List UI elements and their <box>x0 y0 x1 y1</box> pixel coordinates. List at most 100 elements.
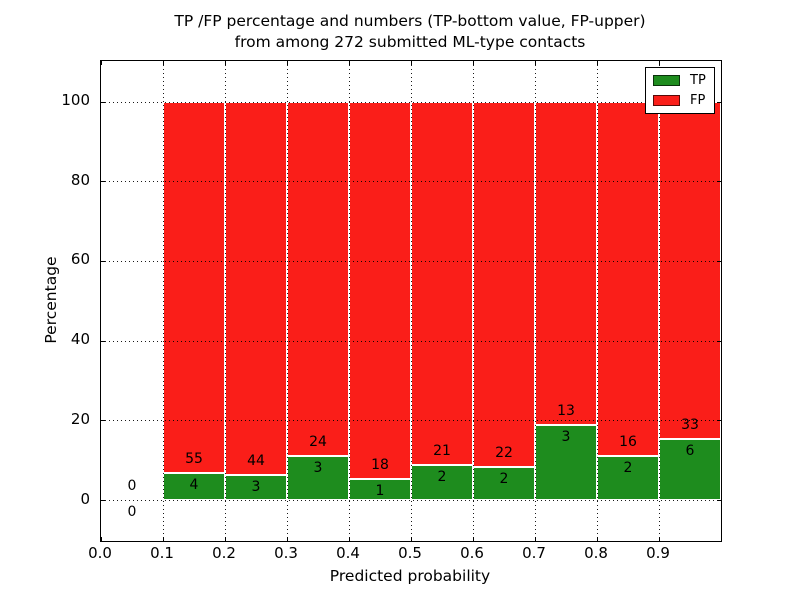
grid-line-vertical <box>349 61 350 541</box>
legend-label-tp: TP <box>690 73 706 88</box>
x-tick-label: 0.2 <box>212 544 236 562</box>
axis-tick <box>163 61 164 65</box>
axis-tick <box>411 537 412 541</box>
axis-tick <box>287 537 288 541</box>
x-axis-label: Predicted probability <box>329 567 491 585</box>
bar-count-label-fp: 24 <box>309 433 327 450</box>
axis-tick <box>101 181 105 183</box>
axis-tick <box>717 101 721 103</box>
bar-count-label-tp: 0 <box>127 504 137 520</box>
bar-count-label-tp: 2 <box>499 470 509 487</box>
chart-title-line1: TP /FP percentage and numbers (TP-bottom… <box>174 12 646 30</box>
bar-segment-tp <box>225 474 287 500</box>
bar-count-label-fp: 21 <box>433 443 451 460</box>
bar-count-label-tp: 3 <box>313 459 323 476</box>
bar-segment-fp <box>473 102 535 467</box>
legend-swatch-fp <box>653 95 680 106</box>
bar-count-label-tp: 3 <box>561 429 571 446</box>
axis-tick <box>349 61 350 65</box>
bar-count-label-tp: 1 <box>375 483 385 500</box>
x-tick-label: 0.9 <box>646 544 670 562</box>
bar-segment-tp <box>163 472 225 500</box>
grid-line-vertical <box>225 61 226 541</box>
axis-tick <box>287 61 288 65</box>
legend-entry-fp: FP <box>653 94 707 107</box>
y-tick-label: 60 <box>70 250 90 269</box>
axis-tick <box>101 537 102 541</box>
legend-swatch-tp <box>653 75 680 86</box>
x-tick-label: 0.4 <box>336 544 360 562</box>
x-tick-label: 0.3 <box>274 544 298 562</box>
bar-segment-fp <box>411 102 473 466</box>
grid-line-vertical <box>287 61 288 541</box>
axis-tick <box>717 500 721 501</box>
bar-count-label-fp: 0 <box>127 478 137 494</box>
axis-tick <box>101 260 105 262</box>
bar-count-label-fp: 22 <box>495 444 513 461</box>
y-tick-label: 0 <box>80 489 90 508</box>
bar-segment-fp <box>287 102 349 456</box>
bar-count-label-fp: 55 <box>185 450 203 467</box>
bar-segment-fp <box>659 102 721 439</box>
axis-tick <box>101 340 105 342</box>
bar-count-label-fp: 44 <box>247 452 265 469</box>
axis-tick <box>717 181 721 183</box>
bar-count-label-tp: 6 <box>685 442 695 459</box>
x-tick-label: 0.0 <box>88 544 112 562</box>
bar-count-label-tp: 2 <box>623 459 633 476</box>
legend-label-fp: FP <box>690 93 706 108</box>
bar-count-label-tp: 4 <box>189 476 199 493</box>
bar-segment-fp <box>535 102 597 426</box>
axis-tick <box>101 500 105 501</box>
axis-tick <box>717 340 721 342</box>
axis-tick <box>659 537 660 541</box>
x-tick-label: 0.8 <box>584 544 608 562</box>
bar-segment-fp <box>597 102 659 456</box>
axis-tick <box>101 420 105 422</box>
bar-segment-fp <box>349 102 411 480</box>
bar-count-label-tp: 3 <box>251 478 261 495</box>
bar-segment-fp <box>163 102 225 473</box>
grid-line-vertical <box>411 61 412 541</box>
axis-tick <box>659 61 660 65</box>
axis-tick <box>163 537 164 541</box>
bar-count-label-fp: 13 <box>557 403 575 420</box>
axis-tick <box>717 420 721 422</box>
axis-tick <box>225 61 226 65</box>
legend: TP FP <box>645 67 715 114</box>
plot-area: 0 0 55 4 44 3 24 3 18 1 21 2 22 2 13 3 16 2 33 6 <box>100 60 722 542</box>
bar-count-label-tp: 2 <box>437 469 447 486</box>
y-tick-label: 80 <box>70 170 90 189</box>
grid-line-vertical <box>597 61 598 541</box>
grid-line-vertical <box>535 61 536 541</box>
axis-tick <box>349 537 350 541</box>
legend-entry-tp: TP <box>653 74 707 87</box>
axis-tick <box>473 537 474 541</box>
axis-tick <box>225 537 226 541</box>
grid-line-vertical <box>163 61 164 541</box>
axis-tick <box>535 537 536 541</box>
bar-count-label-fp: 33 <box>681 416 699 433</box>
axis-tick <box>411 61 412 65</box>
bar-count-label-fp: 16 <box>619 433 637 450</box>
grid-line-vertical <box>659 61 660 541</box>
axis-tick <box>717 260 721 262</box>
bar-segment-tp <box>597 455 659 500</box>
y-tick-label: 100 <box>61 91 90 109</box>
axis-tick <box>101 61 102 65</box>
axis-tick <box>597 61 598 65</box>
axis-tick <box>597 537 598 541</box>
axis-tick <box>473 61 474 65</box>
axis-tick <box>101 101 105 103</box>
y-tick-label: 40 <box>70 330 90 349</box>
bar-segment-fp <box>225 102 287 475</box>
x-tick-label: 0.7 <box>522 544 546 562</box>
x-tick-label: 0.1 <box>150 544 174 562</box>
grid-line-vertical <box>473 61 474 541</box>
bar-count-label-fp: 18 <box>371 457 389 474</box>
x-tick-label: 0.6 <box>460 544 484 562</box>
y-axis-label: Percentage <box>42 256 60 344</box>
axis-tick <box>535 61 536 65</box>
bar-segment-tp <box>659 438 721 500</box>
